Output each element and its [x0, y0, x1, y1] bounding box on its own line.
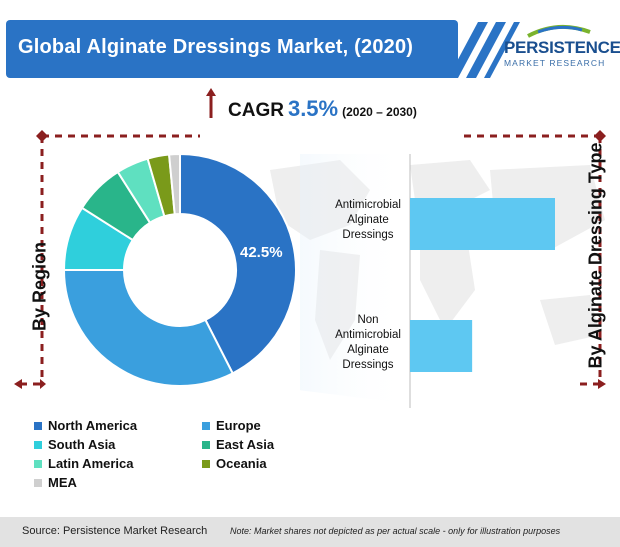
- legend-swatch: [34, 478, 42, 487]
- dressing-type-bar-chart: [300, 154, 555, 408]
- legend-item: Europe: [202, 418, 261, 433]
- footer-bar: [0, 517, 620, 547]
- logo-subtitle: MARKET RESEARCH: [504, 58, 606, 68]
- legend-label: South Asia: [48, 437, 116, 452]
- legend-swatch: [202, 421, 210, 430]
- donut-slice-mea: [167, 152, 181, 216]
- legend-label: Europe: [216, 418, 261, 433]
- cagr-range: (2020 – 2030): [342, 105, 417, 119]
- arrow-up-icon: [206, 88, 216, 118]
- logo-name: PERSISTENCE: [504, 38, 620, 57]
- chart-title: Global Alginate Dressings Market, (2020): [18, 36, 414, 58]
- donut-slice-north-america: [179, 152, 297, 375]
- title-banner: [6, 20, 458, 78]
- legend-swatch: [34, 421, 42, 430]
- legend-label: East Asia: [216, 437, 275, 452]
- bar-label-non-antimicrobial: Non Antimicrobial Alginate Dressings: [318, 313, 418, 373]
- footer-note: Note: Market shares not depicted as per …: [230, 526, 561, 536]
- bar-label-antimicrobial: Antimicrobial Alginate Dressings: [318, 198, 418, 243]
- legend-item: MEA: [34, 475, 77, 490]
- bar-antimicrobial: [410, 198, 555, 250]
- bar-label-line: Alginate: [347, 214, 389, 226]
- bar-label-line: Dressings: [342, 359, 394, 371]
- bar-non-antimicrobial: [410, 320, 473, 372]
- persistence-logo-icon: [527, 24, 591, 38]
- legend-label: North America: [48, 418, 138, 433]
- donut-slice-europe: [62, 269, 235, 387]
- region-donut-chart: [62, 152, 297, 387]
- legend-item: South Asia: [34, 437, 115, 452]
- legend-label: MEA: [48, 475, 77, 490]
- bar-label-line: Dressings: [342, 229, 394, 241]
- banner-stripes: [448, 22, 520, 78]
- legend-item: North America: [34, 418, 137, 433]
- legend-swatch: [34, 440, 42, 449]
- legend-item: East Asia: [202, 437, 274, 452]
- pie-data-label-north-america: 42.5%: [240, 244, 283, 261]
- legend-item: Latin America: [34, 456, 134, 471]
- legend-swatch: [34, 459, 42, 468]
- cagr-value: 3.5%: [287, 96, 339, 121]
- legend-swatch: [202, 440, 210, 449]
- bar-label-line: Antimicrobial: [335, 199, 401, 211]
- bar-label-line: Non: [357, 314, 379, 326]
- footer-source: Source: Persistence Market Research: [22, 525, 208, 537]
- funnel-highlight: [300, 154, 410, 404]
- legend-swatch: [202, 459, 210, 468]
- dressing-type-axis-label: By Alginate Dressing Type: [585, 142, 606, 369]
- region-axis-label: By Region: [29, 242, 50, 332]
- legend-label: Latin America: [48, 456, 134, 471]
- bar-label-line: Alginate: [347, 344, 389, 356]
- legend-item: Oceania: [202, 456, 267, 471]
- cagr-text: CAGR 3.5% (2020 – 2030): [228, 96, 417, 122]
- legend-label: Oceania: [216, 456, 267, 471]
- cagr-label: CAGR: [228, 100, 284, 121]
- bar-label-line: Antimicrobial: [335, 329, 401, 341]
